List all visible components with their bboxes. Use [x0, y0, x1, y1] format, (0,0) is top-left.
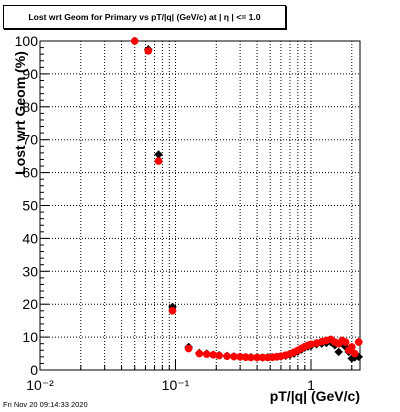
tick-labels: 0 10 20 30 40 50 60 70 80 90 100 10⁻² 10⁻¹ 1: [15, 33, 315, 393]
data-points: [130, 36, 363, 363]
data-point-red: [154, 157, 163, 165]
x-tick-label: 1: [307, 377, 315, 393]
data-point-red: [347, 343, 356, 351]
data-point-red: [247, 353, 255, 362]
y-tick-label: 0: [30, 362, 38, 378]
data-point-red: [130, 37, 139, 45]
data-point-red: [144, 47, 153, 55]
data-point-red: [354, 338, 363, 346]
y-tick-label: 30: [22, 263, 38, 279]
data-point-red: [341, 338, 350, 346]
data-point-red: [202, 350, 211, 359]
y-tick-label: 80: [22, 99, 38, 115]
y-tick-label: 10: [22, 329, 38, 345]
data-point-red: [223, 352, 231, 360]
y-tick-label: 20: [22, 296, 38, 312]
chart-title: Lost wrt Geom for Primary vs pT/|q| (GeV…: [3, 5, 286, 29]
timestamp-footer: Fri Nov 20 09:14:33 2020: [3, 400, 88, 409]
y-tick-label: 70: [22, 132, 38, 148]
data-point-red: [168, 306, 177, 315]
y-tick-label: 90: [22, 66, 38, 82]
data-point-black: [154, 150, 163, 159]
x-tick-label: 10⁻²: [26, 377, 54, 393]
grid-lines: [40, 41, 360, 370]
data-point-red: [253, 353, 261, 362]
y-tick-label: 50: [22, 198, 38, 214]
data-point-black: [334, 347, 343, 357]
x-axis-label: pT/|q| (GeV/c): [269, 388, 360, 404]
data-point-red: [236, 353, 244, 361]
y-tick-label: 100: [15, 33, 39, 49]
data-point-red: [230, 352, 238, 361]
y-tick-label: 40: [22, 230, 38, 246]
y-tick-label: 60: [22, 165, 38, 181]
data-point-red: [350, 349, 359, 358]
axis-ticks: [39, 40, 353, 371]
x-tick-label: 10⁻¹: [162, 377, 190, 393]
data-point-red: [209, 351, 218, 359]
data-point-red: [215, 351, 223, 360]
data-point-red: [184, 344, 193, 353]
data-point-red: [195, 349, 204, 358]
